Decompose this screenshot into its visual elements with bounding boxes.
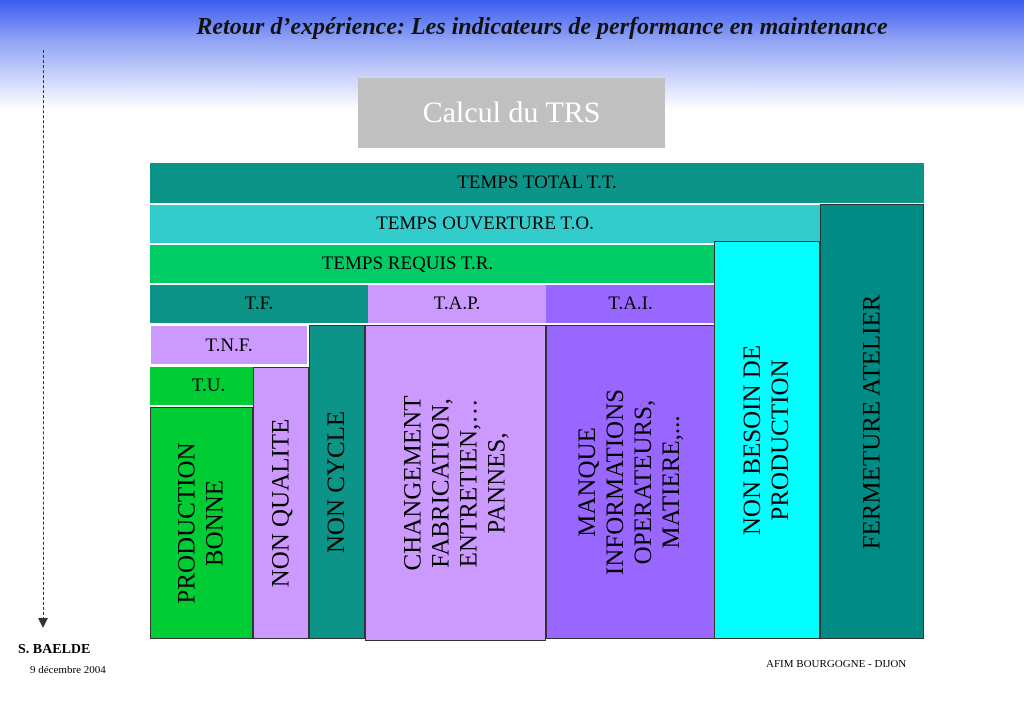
col-manque-line: OPERATEURS, bbox=[630, 399, 658, 565]
row-temps-total: TEMPS TOTAL T.T. bbox=[150, 163, 924, 203]
col-changement-line: PANNES, bbox=[483, 432, 511, 534]
col-changement-line: ENTRETIEN,… bbox=[455, 398, 483, 568]
col-non-besoin-text: NON BESOIN DE PRODUCTION bbox=[739, 345, 795, 535]
col-non-cycle-line: NON CYCLE bbox=[323, 410, 351, 554]
col-fermeture: FERMETURE ATELIER bbox=[820, 204, 924, 639]
col-non-cycle: NON CYCLE bbox=[309, 325, 365, 639]
row-tnf: T.N.F. bbox=[150, 325, 308, 365]
col-fermeture-line: FERMETURE ATELIER bbox=[858, 294, 886, 549]
row-temps-requis-label: TEMPS REQUIS T.R. bbox=[321, 253, 494, 274]
row-tnf-label: T.N.F. bbox=[205, 335, 253, 356]
col-non-qualite-line: NON QUALITE bbox=[267, 418, 294, 588]
arrow-down-icon bbox=[38, 618, 48, 628]
row-temps-ouverture-label: TEMPS OUVERTURE T.O. bbox=[376, 213, 594, 234]
col-manque-line: MATIERE,... bbox=[658, 415, 686, 549]
row-tap-label: T.A.P. bbox=[433, 293, 481, 314]
row-tf-label: T.F. bbox=[244, 293, 274, 314]
row-temps-total-label: TEMPS TOTAL T.T. bbox=[457, 172, 617, 193]
col-non-qualite-text: NON QUALITE bbox=[267, 419, 295, 588]
footer-organization: AFIM BOURGOGNE - DIJON bbox=[766, 658, 907, 670]
col-manque: MANQUE INFORMATIONS OPERATEURS, MATIERE,… bbox=[546, 325, 715, 639]
col-non-besoin-line: NON BESOIN DE bbox=[739, 344, 766, 536]
col-non-cycle-text: NON CYCLE bbox=[323, 411, 351, 553]
col-changement-line: CHANGEMENT bbox=[399, 395, 427, 571]
col-non-besoin: NON BESOIN DE PRODUCTION bbox=[714, 241, 820, 639]
row-tu: T.U. bbox=[150, 367, 253, 405]
col-manque-line: INFORMATIONS bbox=[602, 388, 630, 576]
col-non-qualite: NON QUALITE bbox=[253, 367, 309, 639]
date-label: 9 décembre 2004 bbox=[30, 664, 106, 676]
col-production-bonne: PRODUCTION BONNE bbox=[150, 407, 253, 639]
row-tf: T.F. bbox=[150, 285, 368, 323]
col-changement-text: CHANGEMENT FABRICATION, ENTRETIEN,… PANN… bbox=[400, 396, 512, 571]
timeline-arrow bbox=[43, 50, 45, 620]
col-manque-text: MANQUE INFORMATIONS OPERATEURS, MATIERE,… bbox=[575, 389, 687, 575]
row-tai: T.A.I. bbox=[546, 285, 715, 323]
page-title: Retour d’expérience: Les indicateurs de … bbox=[196, 14, 888, 40]
col-fermeture-text: FERMETURE ATELIER bbox=[858, 294, 886, 549]
col-production-bonne-line: PRODUCTION bbox=[173, 442, 201, 604]
col-non-besoin-line: PRODUCTION bbox=[767, 359, 794, 521]
col-changement: CHANGEMENT FABRICATION, ENTRETIEN,… PANN… bbox=[365, 325, 546, 641]
col-manque-line: MANQUE bbox=[574, 427, 602, 537]
row-tai-label: T.A.I. bbox=[608, 293, 653, 314]
calc-trs-label: Calcul du TRS bbox=[358, 78, 665, 148]
author-name: S. BAELDE bbox=[18, 642, 91, 657]
col-changement-line: FABRICATION, bbox=[427, 398, 455, 568]
col-production-bonne-line: BONNE bbox=[201, 479, 229, 567]
row-temps-requis: TEMPS REQUIS T.R. bbox=[150, 245, 715, 283]
row-temps-ouverture: TEMPS OUVERTURE T.O. bbox=[150, 205, 820, 243]
row-tu-label: T.U. bbox=[191, 375, 226, 396]
row-tap: T.A.P. bbox=[368, 285, 546, 323]
col-production-bonne-text: PRODUCTION BONNE bbox=[174, 442, 230, 603]
